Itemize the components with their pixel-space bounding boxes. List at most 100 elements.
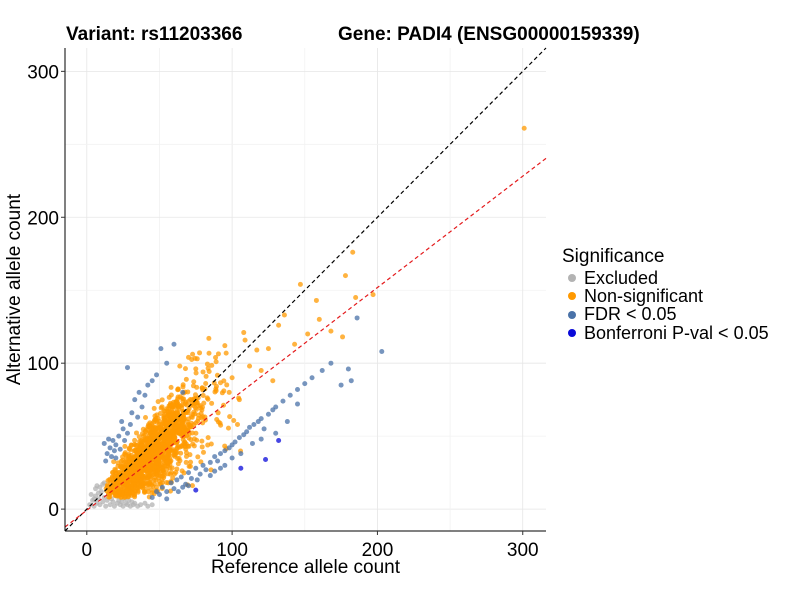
point-non-significant	[203, 373, 209, 379]
point-non-significant	[181, 427, 187, 433]
legend-label: Bonferroni P-val < 0.05	[584, 322, 769, 343]
point-fdr-0-05	[136, 389, 142, 395]
point-non-significant	[222, 343, 228, 349]
point-non-significant	[215, 351, 221, 357]
point-non-significant	[125, 494, 131, 500]
point-non-significant	[189, 483, 195, 489]
point-non-significant	[254, 347, 260, 353]
point-non-significant	[200, 449, 206, 455]
point-fdr-0-05	[284, 419, 290, 425]
point-non-significant	[122, 451, 128, 457]
point-non-significant	[186, 354, 192, 360]
point-non-significant	[178, 450, 184, 456]
point-fdr-0-05	[158, 346, 164, 352]
legend: Significance Excluded Non-significant FDR …	[562, 246, 769, 343]
point-fdr-0-05	[154, 372, 160, 378]
point-non-significant	[112, 474, 118, 480]
point-fdr-0-05	[164, 496, 170, 502]
point-fdr-0-05	[273, 430, 279, 436]
point-non-significant	[209, 400, 215, 406]
point-fdr-0-05	[175, 489, 181, 495]
point-non-significant	[201, 400, 207, 406]
point-fdr-0-05	[116, 433, 122, 439]
point-non-significant	[305, 331, 311, 337]
point-fdr-0-05	[145, 382, 151, 388]
x-tick-label: 300	[507, 540, 539, 561]
point-non-significant	[118, 458, 124, 464]
point-excluded	[138, 502, 144, 508]
y-tick-label: 300	[27, 62, 59, 83]
point-fdr-0-05	[212, 454, 218, 460]
point-fdr-0-05	[379, 349, 385, 355]
point-fdr-0-05	[180, 389, 186, 395]
point-non-significant	[128, 456, 134, 462]
point-non-significant	[132, 437, 138, 443]
point-non-significant	[172, 425, 178, 431]
point-non-significant	[182, 401, 188, 407]
point-non-significant	[193, 430, 199, 436]
point-fdr-0-05	[215, 458, 221, 464]
point-excluded	[95, 490, 101, 496]
point-non-significant	[179, 405, 185, 411]
axes	[64, 48, 546, 532]
tick-labels: 0 100 200 300 0 100 200 300	[27, 62, 538, 561]
point-non-significant	[234, 421, 240, 427]
point-non-significant	[128, 484, 134, 490]
point-fdr-0-05	[193, 465, 199, 471]
point-non-significant	[175, 456, 181, 462]
point-non-significant	[173, 450, 179, 456]
point-non-significant	[157, 411, 163, 417]
point-bonferroni-p-val-0-05	[263, 457, 269, 462]
point-non-significant	[247, 363, 253, 369]
point-non-significant	[194, 399, 200, 405]
point-fdr-0-05	[171, 341, 177, 347]
point-non-significant	[127, 447, 133, 453]
point-non-significant	[204, 361, 210, 367]
point-non-significant	[193, 366, 199, 372]
point-non-significant	[143, 414, 149, 420]
point-non-significant	[139, 431, 145, 437]
point-fdr-0-05	[319, 367, 325, 373]
point-non-significant	[342, 273, 348, 279]
point-non-significant	[175, 386, 181, 392]
point-fdr-0-05	[251, 421, 257, 427]
point-fdr-0-05	[129, 410, 135, 416]
point-fdr-0-05	[328, 360, 334, 366]
point-fdr-0-05	[168, 480, 174, 486]
point-non-significant	[169, 469, 175, 475]
point-bonferroni-p-val-0-05	[276, 438, 282, 444]
point-fdr-0-05	[132, 397, 138, 403]
point-non-significant	[112, 485, 118, 491]
point-non-significant	[168, 384, 174, 390]
point-fdr-0-05	[106, 436, 112, 442]
point-non-significant	[141, 480, 147, 486]
point-excluded	[103, 503, 109, 509]
point-non-significant	[213, 359, 219, 365]
point-non-significant	[148, 445, 154, 451]
point-non-significant	[177, 363, 183, 369]
point-fdr-0-05	[164, 489, 170, 495]
point-non-significant	[166, 437, 172, 443]
point-fdr-0-05	[203, 467, 209, 473]
point-fdr-0-05	[103, 458, 109, 464]
y-tick-label: 100	[27, 354, 59, 375]
point-non-significant	[194, 406, 200, 412]
point-non-significant	[169, 465, 175, 471]
point-non-significant	[227, 414, 233, 420]
point-fdr-0-05	[348, 378, 354, 384]
point-fdr-0-05	[295, 401, 301, 407]
point-non-significant	[122, 443, 128, 449]
point-fdr-0-05	[104, 451, 110, 457]
point-fdr-0-05	[247, 424, 253, 430]
point-non-significant	[224, 382, 230, 388]
point-fdr-0-05	[217, 451, 223, 457]
point-fdr-0-05	[338, 382, 344, 388]
point-non-significant	[265, 346, 271, 352]
point-fdr-0-05	[110, 438, 116, 444]
point-non-significant	[164, 459, 170, 465]
point-non-significant	[131, 441, 137, 447]
legend-dot-icon	[568, 310, 576, 319]
point-fdr-0-05	[149, 494, 155, 500]
point-fdr-0-05	[101, 440, 107, 446]
point-non-significant	[135, 488, 141, 494]
